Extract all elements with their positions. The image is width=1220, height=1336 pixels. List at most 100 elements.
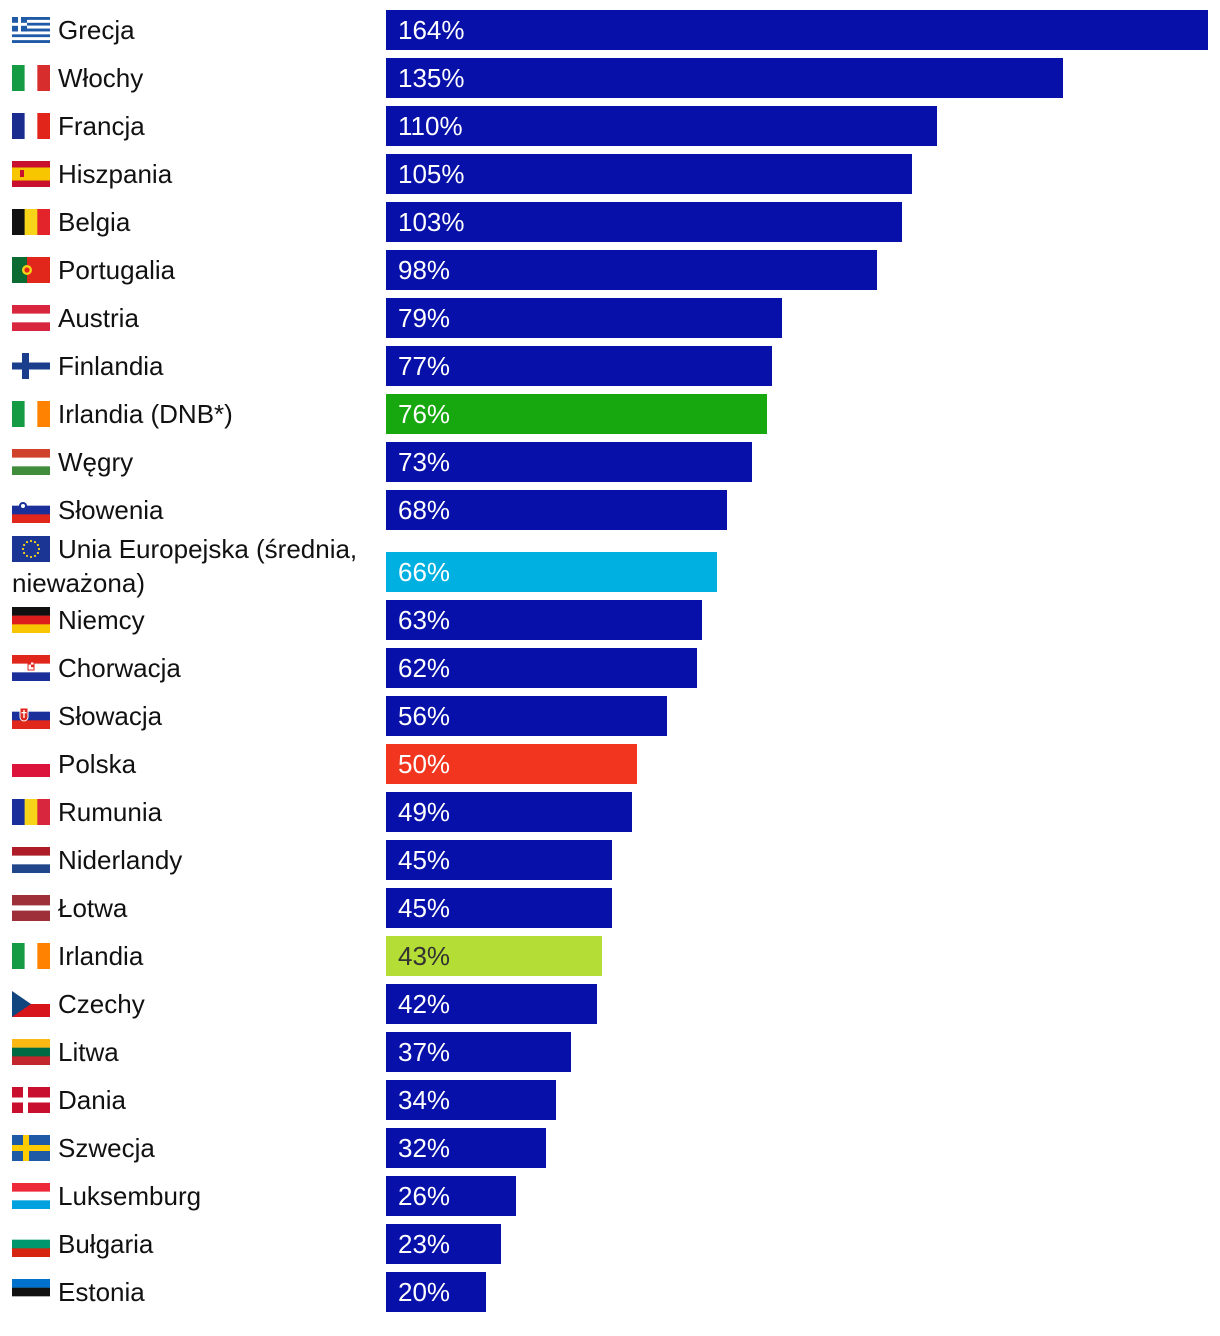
country-name: Łotwa [58, 893, 128, 923]
country-name: Irlandia [58, 941, 144, 971]
greece-flag-icon [12, 17, 50, 43]
bar: 50% [386, 744, 637, 784]
data-label: 26% [398, 1181, 451, 1211]
data-label: 63% [398, 605, 451, 635]
ireland-flag-icon [12, 943, 50, 969]
country-name: Litwa [58, 1037, 119, 1067]
country-label: Węgry [12, 445, 384, 479]
bar: 73% [386, 442, 752, 482]
country-label: Dania [12, 1083, 384, 1117]
country-label: Estonia [12, 1275, 384, 1309]
country-label: Irlandia [12, 939, 384, 973]
bar: 32% [386, 1128, 546, 1168]
country-label: Hiszpania [12, 157, 384, 191]
country-label: Słowenia [12, 493, 384, 527]
country-name: Słowenia [58, 495, 164, 525]
country-label: Polska [12, 747, 384, 781]
eu-flag-icon [12, 536, 50, 562]
data-label: 37% [398, 1037, 451, 1067]
bar: 63% [386, 600, 702, 640]
bar: 105% [386, 154, 912, 194]
france-flag-icon [12, 113, 50, 139]
data-label: 45% [398, 893, 451, 923]
slovenia-flag-icon [12, 497, 50, 523]
country-label: Czechy [12, 987, 384, 1021]
lithuania-flag-icon [12, 1039, 50, 1065]
country-name: Słowacja [58, 701, 163, 731]
country-label: Włochy [12, 61, 384, 95]
country-name: Austria [58, 303, 139, 333]
country-label: Luksemburg [12, 1179, 384, 1213]
country-name: Luksemburg [58, 1181, 202, 1211]
data-label: 56% [398, 701, 451, 731]
latvia-flag-icon [12, 895, 50, 921]
country-name: Francja [58, 111, 145, 141]
data-label: 110% [398, 111, 463, 141]
data-label: 20% [398, 1277, 451, 1307]
country-name: Bułgaria [58, 1229, 154, 1259]
bar: 49% [386, 792, 632, 832]
country-name: Finlandia [58, 351, 164, 381]
country-label: Szwecja [12, 1131, 384, 1165]
data-label: 66% [398, 557, 451, 587]
data-label: 49% [398, 797, 451, 827]
country-name: Estonia [58, 1277, 145, 1307]
country-label: Austria [12, 301, 384, 335]
country-label: Unia Europejska (średnia, nieważona) [12, 532, 384, 600]
croatia-flag-icon [12, 655, 50, 681]
country-name: Portugalia [58, 255, 176, 285]
country-name: Niemcy [58, 605, 145, 635]
bar: 26% [386, 1176, 516, 1216]
data-label: 23% [398, 1229, 451, 1259]
bar: 37% [386, 1032, 571, 1072]
country-name: Chorwacja [58, 653, 181, 683]
country-label: Chorwacja [12, 651, 384, 685]
bar: 45% [386, 840, 612, 880]
data-label: 45% [398, 845, 451, 875]
bar: 68% [386, 490, 727, 530]
data-label: 98% [398, 255, 451, 285]
country-label: Słowacja [12, 699, 384, 733]
country-label: Litwa [12, 1035, 384, 1069]
country-name: Grecja [58, 15, 135, 45]
data-label: 76% [398, 399, 451, 429]
bar: 135% [386, 58, 1063, 98]
country-label: Francja [12, 109, 384, 143]
country-label: Łotwa [12, 891, 384, 925]
country-label: Rumunia [12, 795, 384, 829]
bar: 62% [386, 648, 697, 688]
data-label: 164% [398, 15, 465, 45]
italy-flag-icon [12, 65, 50, 91]
bar: 103% [386, 202, 902, 242]
portugal-flag-icon [12, 257, 50, 283]
germany-flag-icon [12, 607, 50, 633]
hungary-flag-icon [12, 449, 50, 475]
data-label: 105% [398, 159, 465, 189]
sweden-flag-icon [12, 1135, 50, 1161]
poland-flag-icon [12, 751, 50, 777]
data-label: 50% [398, 749, 451, 779]
data-label: 42% [398, 989, 451, 1019]
country-label: Niemcy [12, 603, 384, 637]
country-name: Polska [58, 749, 137, 779]
bar: 43% [386, 936, 602, 976]
bar: 76% [386, 394, 767, 434]
country-name: Dania [58, 1085, 126, 1115]
data-label: 62% [398, 653, 451, 683]
country-label: Belgia [12, 205, 384, 239]
country-name: Włochy [58, 63, 144, 93]
country-label: Portugalia [12, 253, 384, 287]
data-label: 43% [398, 941, 451, 971]
romania-flag-icon [12, 799, 50, 825]
country-name: Czechy [58, 989, 145, 1019]
czechia-flag-icon [12, 991, 50, 1017]
spain-flag-icon [12, 161, 50, 187]
data-label: 77% [398, 351, 451, 381]
bar: 56% [386, 696, 667, 736]
country-name: Hiszpania [58, 159, 173, 189]
country-label: Niderlandy [12, 843, 384, 877]
country-name: Niderlandy [58, 845, 183, 875]
bar: 164% [386, 10, 1208, 50]
country-label: Irlandia (DNB*) [12, 397, 384, 431]
